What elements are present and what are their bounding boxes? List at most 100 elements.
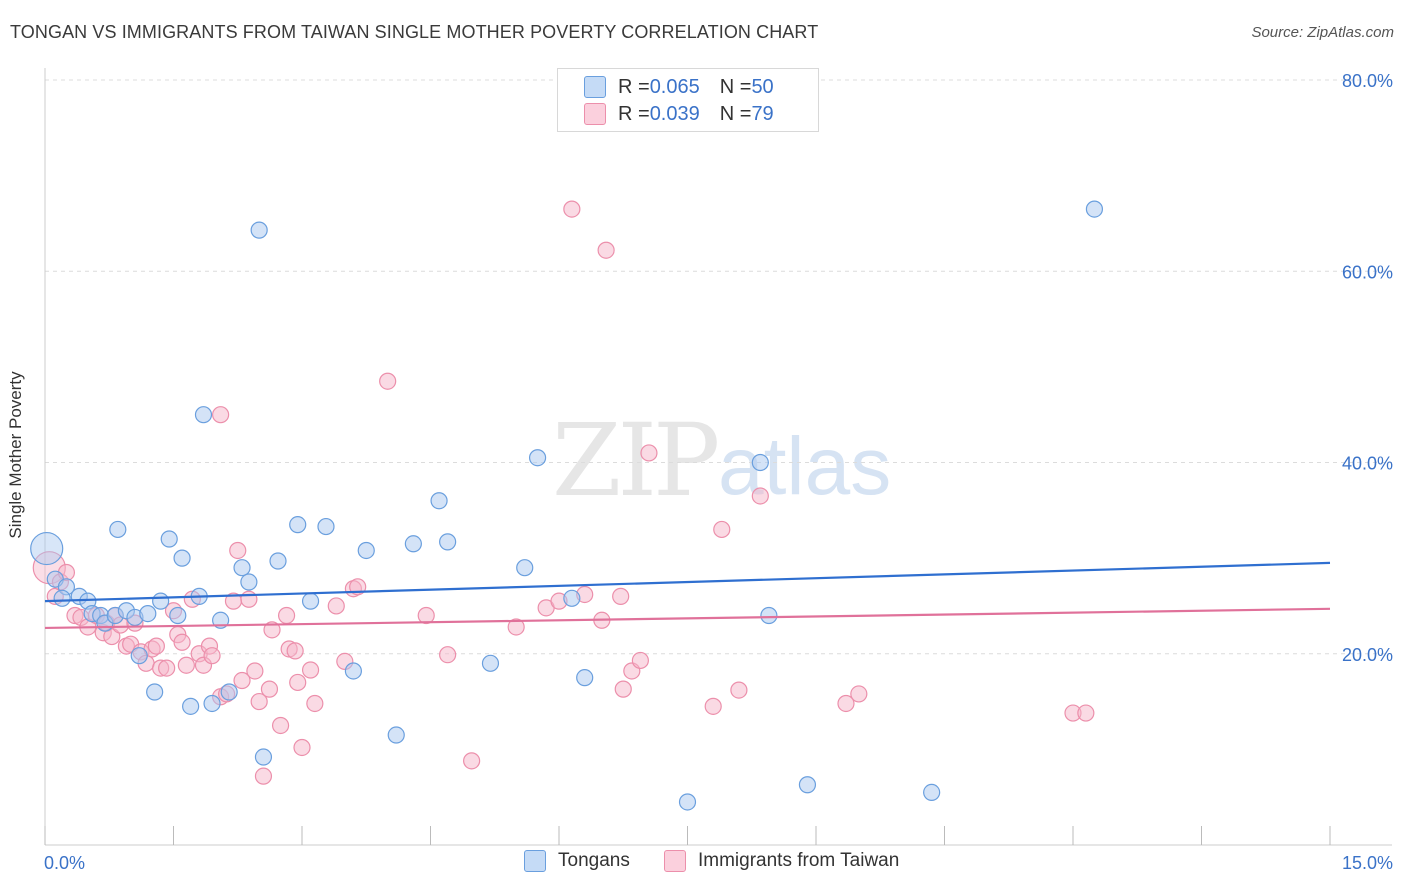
point-taiwan-51: [327, 597, 345, 615]
point-tongans-15: [146, 683, 164, 701]
point-tongans-32: [301, 592, 320, 610]
tongans-swatch: [584, 76, 606, 98]
point-tongans-20: [182, 697, 200, 715]
point-tongans-36: [387, 726, 405, 744]
point-tongans-35: [357, 541, 375, 560]
x-tick-label-max: 15.0%: [1342, 853, 1393, 873]
bottom-tongans-swatch: [524, 850, 546, 872]
point-taiwan-73: [730, 681, 748, 699]
point-tongans-23: [203, 694, 221, 713]
point-taiwan-62: [563, 200, 581, 218]
point-taiwan-48: [293, 738, 311, 757]
point-tongans-3: [53, 589, 71, 607]
series-taiwan-points: [32, 200, 1095, 785]
point-taiwan-39: [250, 692, 268, 711]
point-tongans-45: [678, 793, 697, 811]
point-taiwan-44: [277, 606, 296, 625]
point-taiwan-50: [306, 694, 324, 713]
point-tongans-13: [130, 647, 148, 665]
tongans-r-label: R =: [618, 75, 650, 98]
point-taiwan-59: [507, 618, 525, 636]
point-tongans-29: [254, 748, 273, 766]
point-tongans-47: [760, 606, 778, 625]
point-taiwan-35: [229, 541, 247, 560]
legend-row-tongans: R = 0.065 N = 50: [584, 74, 774, 100]
tick-labels: 20.0% 40.0% 60.0% 80.0% 0.0% 15.0%: [44, 71, 1393, 873]
point-tongans-38: [430, 492, 448, 510]
point-tongans-37: [404, 535, 422, 553]
series-tongans-points: [30, 200, 1104, 811]
point-taiwan-10: [103, 627, 121, 646]
point-taiwan-46: [286, 642, 304, 660]
point-taiwan-31: [212, 406, 230, 424]
point-taiwan-47: [289, 673, 307, 692]
bottom-taiwan-label: Immigrants from Taiwan: [698, 850, 900, 871]
point-tongans-28: [250, 221, 268, 239]
y-tick-label-80: 80.0%: [1342, 71, 1393, 91]
point-taiwan-37: [240, 590, 258, 608]
point-tongans-16: [152, 592, 170, 610]
point-tongans-48: [798, 776, 817, 794]
bottom-tongans-label: Tongans: [558, 850, 630, 871]
point-taiwan-71: [704, 697, 722, 715]
taiwan-n-label: N =: [719, 102, 752, 125]
point-tongans-44: [576, 669, 594, 687]
x-tick-label-min: 0.0%: [44, 853, 85, 873]
point-tongans-30: [269, 552, 287, 570]
point-taiwan-70: [640, 444, 658, 462]
trend-line-taiwan: [44, 607, 1331, 630]
point-tongans-49: [923, 783, 941, 802]
point-taiwan-76: [850, 685, 868, 703]
point-tongans-40: [481, 654, 500, 672]
point-taiwan-74: [751, 487, 769, 505]
tongans-n-label: N =: [719, 75, 752, 98]
point-taiwan-49: [301, 661, 320, 679]
point-tongans-18: [169, 606, 187, 625]
point-taiwan-24: [173, 633, 191, 651]
point-tongans-19: [173, 549, 191, 567]
point-taiwan-67: [614, 680, 632, 698]
chart-title: TONGAN VS IMMIGRANTS FROM TAIWAN SINGLE …: [10, 22, 819, 42]
point-taiwan-40: [254, 767, 273, 785]
correlation-legend: R = 0.065 N = 50 R = 0.039 N = 79: [557, 68, 819, 132]
point-taiwan-41: [260, 680, 279, 698]
y-axis-label: Single Mother Poverty: [6, 371, 25, 539]
tongans-n-value: 50: [751, 75, 774, 98]
bottom-legend-taiwan: Immigrants from Taiwan: [664, 850, 899, 872]
point-tongans-42: [528, 449, 547, 467]
y-tick-label-40: 40.0%: [1342, 454, 1393, 474]
bottom-legend-tongans: Tongans: [524, 850, 630, 872]
taiwan-n-value: 79: [751, 102, 774, 125]
point-taiwan-56: [417, 606, 435, 625]
point-taiwan-64: [597, 241, 615, 259]
point-tongans-46: [751, 453, 769, 472]
watermark-zip: ZIP: [552, 402, 720, 519]
point-tongans-0: [30, 531, 64, 566]
point-taiwan-42: [263, 621, 281, 639]
point-tongans-27: [240, 573, 258, 591]
point-taiwan-57: [439, 646, 457, 664]
point-taiwan-75: [837, 694, 855, 713]
axes: [44, 68, 1392, 846]
point-taiwan-58: [463, 752, 481, 770]
point-taiwan-66: [612, 587, 630, 605]
point-tongans-22: [194, 406, 213, 424]
point-tongans-10: [109, 520, 127, 539]
point-tongans-31: [289, 516, 307, 534]
point-taiwan-19: [147, 637, 165, 655]
trend-line-tongans: [44, 561, 1331, 603]
bottom-taiwan-swatch: [664, 850, 686, 872]
point-taiwan-25: [177, 656, 195, 674]
source-label: Source: ZipAtlas.com: [1251, 24, 1394, 41]
point-tongans-26: [233, 559, 251, 577]
point-taiwan-78: [1077, 704, 1095, 722]
legend-row-taiwan: R = 0.039 N = 79: [584, 101, 774, 127]
taiwan-r-label: R =: [618, 102, 650, 125]
point-taiwan-72: [713, 520, 731, 539]
point-tongans-34: [344, 662, 362, 680]
y-tick-label-20: 20.0%: [1342, 645, 1393, 665]
point-tongans-25: [220, 683, 238, 701]
point-taiwan-30: [203, 647, 221, 665]
trend-lines: [44, 561, 1331, 630]
